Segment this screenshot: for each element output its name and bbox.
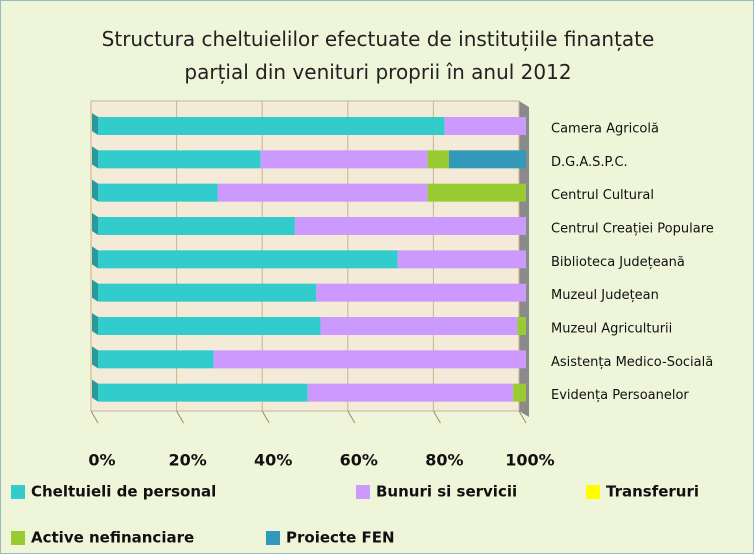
x-tick-label: 40% — [254, 451, 292, 470]
x-tick-label: 80% — [425, 451, 463, 470]
bar-cap — [92, 246, 98, 269]
bar-segment — [307, 383, 514, 402]
category-label: Centrul Cultural — [551, 188, 654, 203]
bar-cap — [92, 313, 98, 335]
bar-segment — [260, 150, 428, 169]
chart-title: Structura cheltuielilor efectuate de ins… — [101, 27, 655, 84]
legend-swatch — [11, 531, 25, 545]
bar-segment — [517, 317, 526, 335]
category-label: Camera Agricolă — [551, 122, 659, 137]
bar-segment — [98, 117, 445, 135]
legend-swatch — [356, 485, 370, 499]
category-label: Centrul Creației Populare — [551, 222, 714, 237]
bar-segment — [98, 217, 295, 235]
tick-mark — [347, 410, 356, 424]
bar-segment — [397, 250, 526, 269]
legend-label: Cheltuieli de personal — [31, 483, 216, 501]
bar-segment — [294, 217, 526, 235]
tick-mark — [90, 410, 99, 424]
bar-segment — [427, 183, 526, 202]
bar-cap — [92, 179, 98, 202]
bar-segment — [448, 150, 526, 169]
bar-segment — [316, 283, 526, 302]
bar-segment — [427, 150, 449, 169]
legend-label: Transferuri — [606, 483, 699, 501]
category-label: D.G.A.S.P.C. — [551, 155, 628, 170]
legend-label: Active nefinanciare — [31, 529, 194, 547]
bar-cap — [92, 213, 98, 235]
bar-segment — [98, 383, 308, 402]
bar-segment — [320, 317, 518, 335]
category-label: Biblioteca Județeană — [551, 255, 685, 270]
tick-mark — [518, 410, 527, 424]
bar-segment — [98, 183, 218, 202]
x-tick-label: 20% — [168, 451, 206, 470]
tick-mark — [261, 410, 270, 424]
bar-cap — [92, 379, 98, 402]
x-tick-label: 0% — [88, 451, 115, 470]
category-label: Evidența Persoanelor — [551, 388, 689, 403]
bar-cap — [92, 346, 98, 369]
legend-label: Bunuri si servicii — [376, 483, 517, 501]
x-tick-label: 60% — [340, 451, 378, 470]
bar-segment — [98, 283, 317, 302]
bar-segment — [217, 183, 428, 202]
legend-swatch — [11, 485, 25, 499]
bar-segment — [98, 250, 398, 269]
legend-label: Proiecte FEN — [286, 529, 395, 547]
bar-segment — [444, 117, 526, 135]
category-label: Muzeul Agriculturii — [551, 322, 672, 337]
bar-segment — [213, 350, 526, 369]
category-label: Muzeul Județean — [551, 288, 659, 303]
bar-cap — [92, 146, 98, 169]
bar-segment — [98, 350, 214, 369]
x-tick-label: 100% — [505, 451, 554, 470]
bar-segment — [98, 317, 321, 335]
tick-mark — [432, 410, 441, 424]
legend-swatch — [266, 531, 280, 545]
bar-cap — [92, 113, 98, 135]
bar-cap — [92, 279, 98, 302]
category-label: Asistența Medico-Socială — [551, 355, 713, 370]
bar-segment — [98, 150, 261, 169]
tick-mark — [176, 410, 185, 424]
bar-segment — [513, 383, 526, 402]
legend-swatch — [586, 485, 600, 499]
